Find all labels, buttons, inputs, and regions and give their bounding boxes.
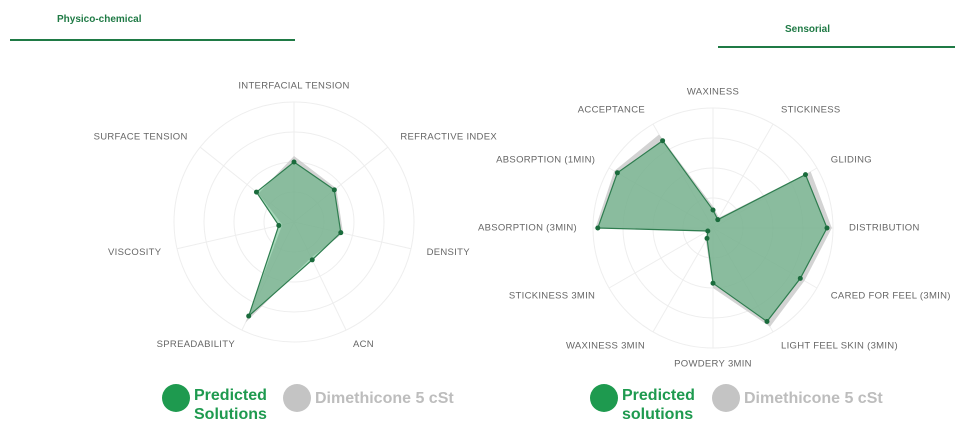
data-point (595, 225, 601, 231)
data-point (660, 138, 666, 144)
legend-swatch[interactable] (590, 384, 618, 412)
spoke (652, 227, 714, 333)
legend-swatch[interactable] (162, 384, 190, 412)
axis-label: ACCEPTANCE (578, 105, 645, 116)
data-point (802, 172, 808, 178)
legend-label[interactable]: Dimethicone 5 cSt (315, 390, 454, 407)
axis-label: GLIDING (831, 155, 872, 166)
axis-label: ABSORPTION (1MIN) (496, 155, 595, 166)
radar-area (245, 156, 344, 323)
data-point (710, 207, 716, 213)
spoke (712, 123, 774, 229)
tab[interactable]: Physico-chemical (57, 14, 142, 25)
data-point (704, 235, 710, 241)
axis-label: CARED FOR FEEL (3MIN) (831, 291, 951, 302)
axis-label: POWDERY 3MIN (674, 359, 752, 370)
axis-label: DENSITY (427, 247, 471, 258)
tab[interactable]: Sensorial (785, 24, 831, 35)
axis-label: VISCOSITY (108, 247, 162, 258)
axis-label: SURFACE TENSION (94, 132, 188, 143)
data-point (824, 225, 830, 231)
legend-label[interactable]: Predicted solutions (622, 387, 695, 423)
data-point (715, 217, 721, 223)
legend-label[interactable]: Dimethicone 5 cSt (744, 390, 883, 407)
spoke (608, 227, 714, 289)
data-point (764, 319, 770, 325)
axis-label: WAXINESS 3MIN (566, 340, 645, 351)
axis-label: ABSORPTION (3MIN) (478, 223, 577, 234)
data-point (797, 275, 803, 281)
legend-swatch[interactable] (712, 384, 740, 412)
axis-label: DISTRIBUTION (849, 223, 920, 234)
legend-label[interactable]: Predicted Solutions (194, 387, 267, 423)
radar-area (595, 134, 832, 327)
data-point (331, 187, 337, 193)
data-point (276, 222, 282, 228)
axis-label: WAXINESS (687, 87, 739, 98)
spoke (176, 221, 295, 250)
axis-label: INTERFACIAL TENSION (238, 81, 349, 92)
tab-underline (718, 46, 955, 48)
data-point (705, 228, 711, 234)
data-point (710, 280, 716, 286)
axis-label: LIGHT FEEL SKIN (3MIN) (781, 340, 898, 351)
data-point (253, 189, 259, 195)
axis-label: REFRACTIVE INDEX (400, 132, 497, 143)
tab-underline (10, 39, 295, 41)
axis-label: ACN (353, 339, 374, 350)
axis-label: STICKINESS (781, 105, 841, 116)
axis-label: STICKINESS 3MIN (509, 291, 595, 302)
axis-label: SPREADABILITY (157, 339, 236, 350)
radar-area (247, 161, 342, 318)
legend-swatch[interactable] (283, 384, 311, 412)
data-point (291, 159, 297, 165)
data-point (338, 230, 344, 236)
data-point (614, 170, 620, 176)
data-point (309, 257, 315, 263)
data-point (246, 313, 252, 319)
